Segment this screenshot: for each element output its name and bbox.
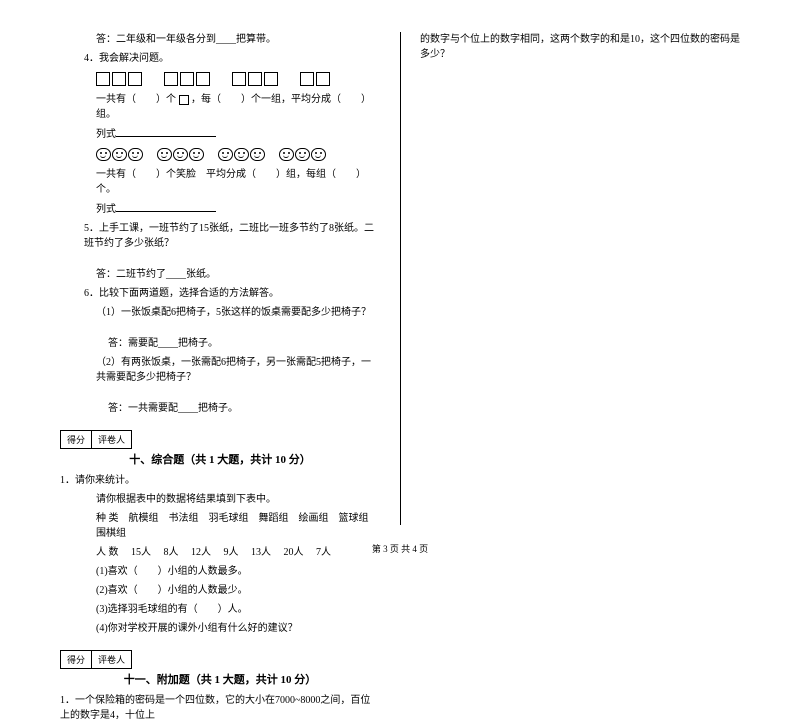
spacer <box>60 324 380 332</box>
c1-d: (1)喜欢（ ）小组的人数最多。 <box>60 564 380 579</box>
formula-label: 列式 <box>96 129 116 140</box>
c1: 1．请你来统计。 <box>60 473 380 488</box>
section-10-title: 十、综合题（共 1 大题，共计 10 分） <box>60 451 380 467</box>
score-cell-reviewer: 评卷人 <box>92 430 132 449</box>
formula-label2: 列式 <box>96 204 116 215</box>
q4-line2: 一共有（ ）个笑脸 平均分成（ ）组，每组（ ）个。 <box>60 167 380 197</box>
q4-formula2: 列式 <box>60 201 380 217</box>
q5: 5．上手工课，一班节约了15张纸，二班比一班多节约了8张纸。二班节约了多少张纸？ <box>60 221 380 251</box>
c1-a: 请你根据表中的数据将结果填到下表中。 <box>60 492 380 507</box>
spacer <box>60 389 380 397</box>
q6: 6．比较下面两道题，选择合适的方法解答。 <box>60 286 380 301</box>
q4-line1: 一共有（ ）个 ，每（ ）个一组，平均分成（ ）组。 <box>60 92 380 122</box>
q6-2: （2）有两张饭桌，一张需配6把椅子，另一张需配5把椅子，一共需要配多少把椅子？ <box>60 355 380 385</box>
c1-f: (3)选择羽毛球组的有（ ）人。 <box>60 602 380 617</box>
column-divider <box>400 32 401 525</box>
q6-2-answer: 答：一共需要配____把椅子。 <box>60 401 380 416</box>
face-groups <box>60 148 380 161</box>
q4-formula: 列式 <box>60 126 380 142</box>
score-cell-score-2: 得分 <box>60 650 92 669</box>
a1: 1．一个保险箱的密码是一个四位数，它的大小在7000~8000之间，百位上的数字… <box>60 693 380 723</box>
a1-continuation: 的数字与个位上的数字相同，这两个数字的和是10，这个四位数的密码是多少？ <box>420 32 740 62</box>
section-11-title: 十一、附加题（共 1 大题，共计 10 分） <box>60 671 380 687</box>
page-footer: 第 3 页 共 4 页 <box>0 542 800 555</box>
q4-title: 4．我会解决问题。 <box>60 51 380 66</box>
formula-blank[interactable] <box>116 126 216 137</box>
inline-square-icon <box>179 95 189 105</box>
square-groups <box>60 72 380 86</box>
score-cell-reviewer-2: 评卷人 <box>92 650 132 669</box>
c1-g: (4)你对学校开展的课外小组有什么好的建议？ <box>60 621 380 636</box>
q4-line1a: 一共有（ ）个 <box>96 94 176 105</box>
score-table-2: 得分 评卷人 <box>60 650 380 669</box>
q5-answer: 答：二班节约了____张纸。 <box>60 267 380 282</box>
spacer <box>60 255 380 263</box>
c1-b: 种 类 航模组 书法组 羽毛球组 舞蹈组 绘画组 篮球组 围棋组 <box>60 511 380 541</box>
score-cell-score: 得分 <box>60 430 92 449</box>
formula-blank2[interactable] <box>116 201 216 212</box>
q6-1-answer: 答：需要配____把椅子。 <box>60 336 380 351</box>
answer-line: 答：二年级和一年级各分到____把算带。 <box>60 32 380 47</box>
c1-e: (2)喜欢（ ）小组的人数最少。 <box>60 583 380 598</box>
score-table: 得分 评卷人 <box>60 430 380 449</box>
q6-1: （1）一张饭桌配6把椅子，5张这样的饭桌需要配多少把椅子？ <box>60 305 380 320</box>
